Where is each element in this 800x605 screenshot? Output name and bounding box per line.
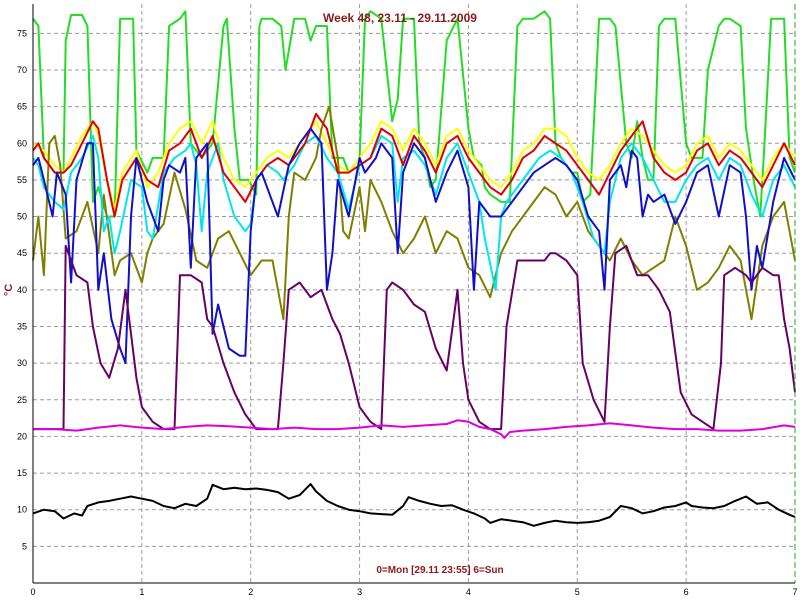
series-line-2 bbox=[32, 120, 796, 211]
y-tick-label: 5 bbox=[22, 541, 27, 551]
y-tick-label: 50 bbox=[17, 212, 27, 222]
series-line-8 bbox=[33, 419, 796, 439]
y-tick-label: 25 bbox=[17, 395, 27, 405]
axes bbox=[32, 4, 796, 584]
x-tick-label: 0 bbox=[30, 587, 35, 597]
y-tick-label: 10 bbox=[17, 505, 27, 515]
y-tick-label: 30 bbox=[17, 358, 27, 368]
chart-title: Week 48, 23.11 - 29.11.2009 bbox=[323, 11, 477, 25]
y-tick-label: 20 bbox=[17, 431, 27, 441]
x-tick-label: 7 bbox=[792, 587, 797, 597]
series-line-9 bbox=[32, 483, 796, 527]
y-tick-label: 45 bbox=[17, 248, 27, 258]
y-tick-label: 15 bbox=[17, 468, 27, 478]
series-line-6 bbox=[32, 127, 796, 365]
x-tick-label: 3 bbox=[357, 587, 362, 597]
y-tick-label: 70 bbox=[17, 65, 27, 75]
y-tick-label: 40 bbox=[17, 285, 27, 295]
x-tick-label: 4 bbox=[466, 587, 471, 597]
x-tick-label: 5 bbox=[575, 587, 580, 597]
y-tick-label: 55 bbox=[17, 175, 27, 185]
x-tick-label: 1 bbox=[139, 587, 144, 597]
x-tick-label: 6 bbox=[684, 587, 689, 597]
x-axis-label: 0=Mon [29.11 23:55] 6=Sun bbox=[376, 565, 503, 576]
series-line-3 bbox=[32, 105, 796, 321]
series-line-7 bbox=[33, 244, 796, 431]
y-tick-label: 65 bbox=[17, 102, 27, 112]
y-tick-label: 60 bbox=[17, 138, 27, 148]
series-group bbox=[32, 10, 796, 527]
x-tick-label: 2 bbox=[248, 587, 253, 597]
series-line-4 bbox=[32, 134, 796, 291]
y-tick-label: 35 bbox=[17, 321, 27, 331]
y-tick-label: 75 bbox=[17, 28, 27, 38]
y-axis-label: °C bbox=[3, 284, 15, 296]
